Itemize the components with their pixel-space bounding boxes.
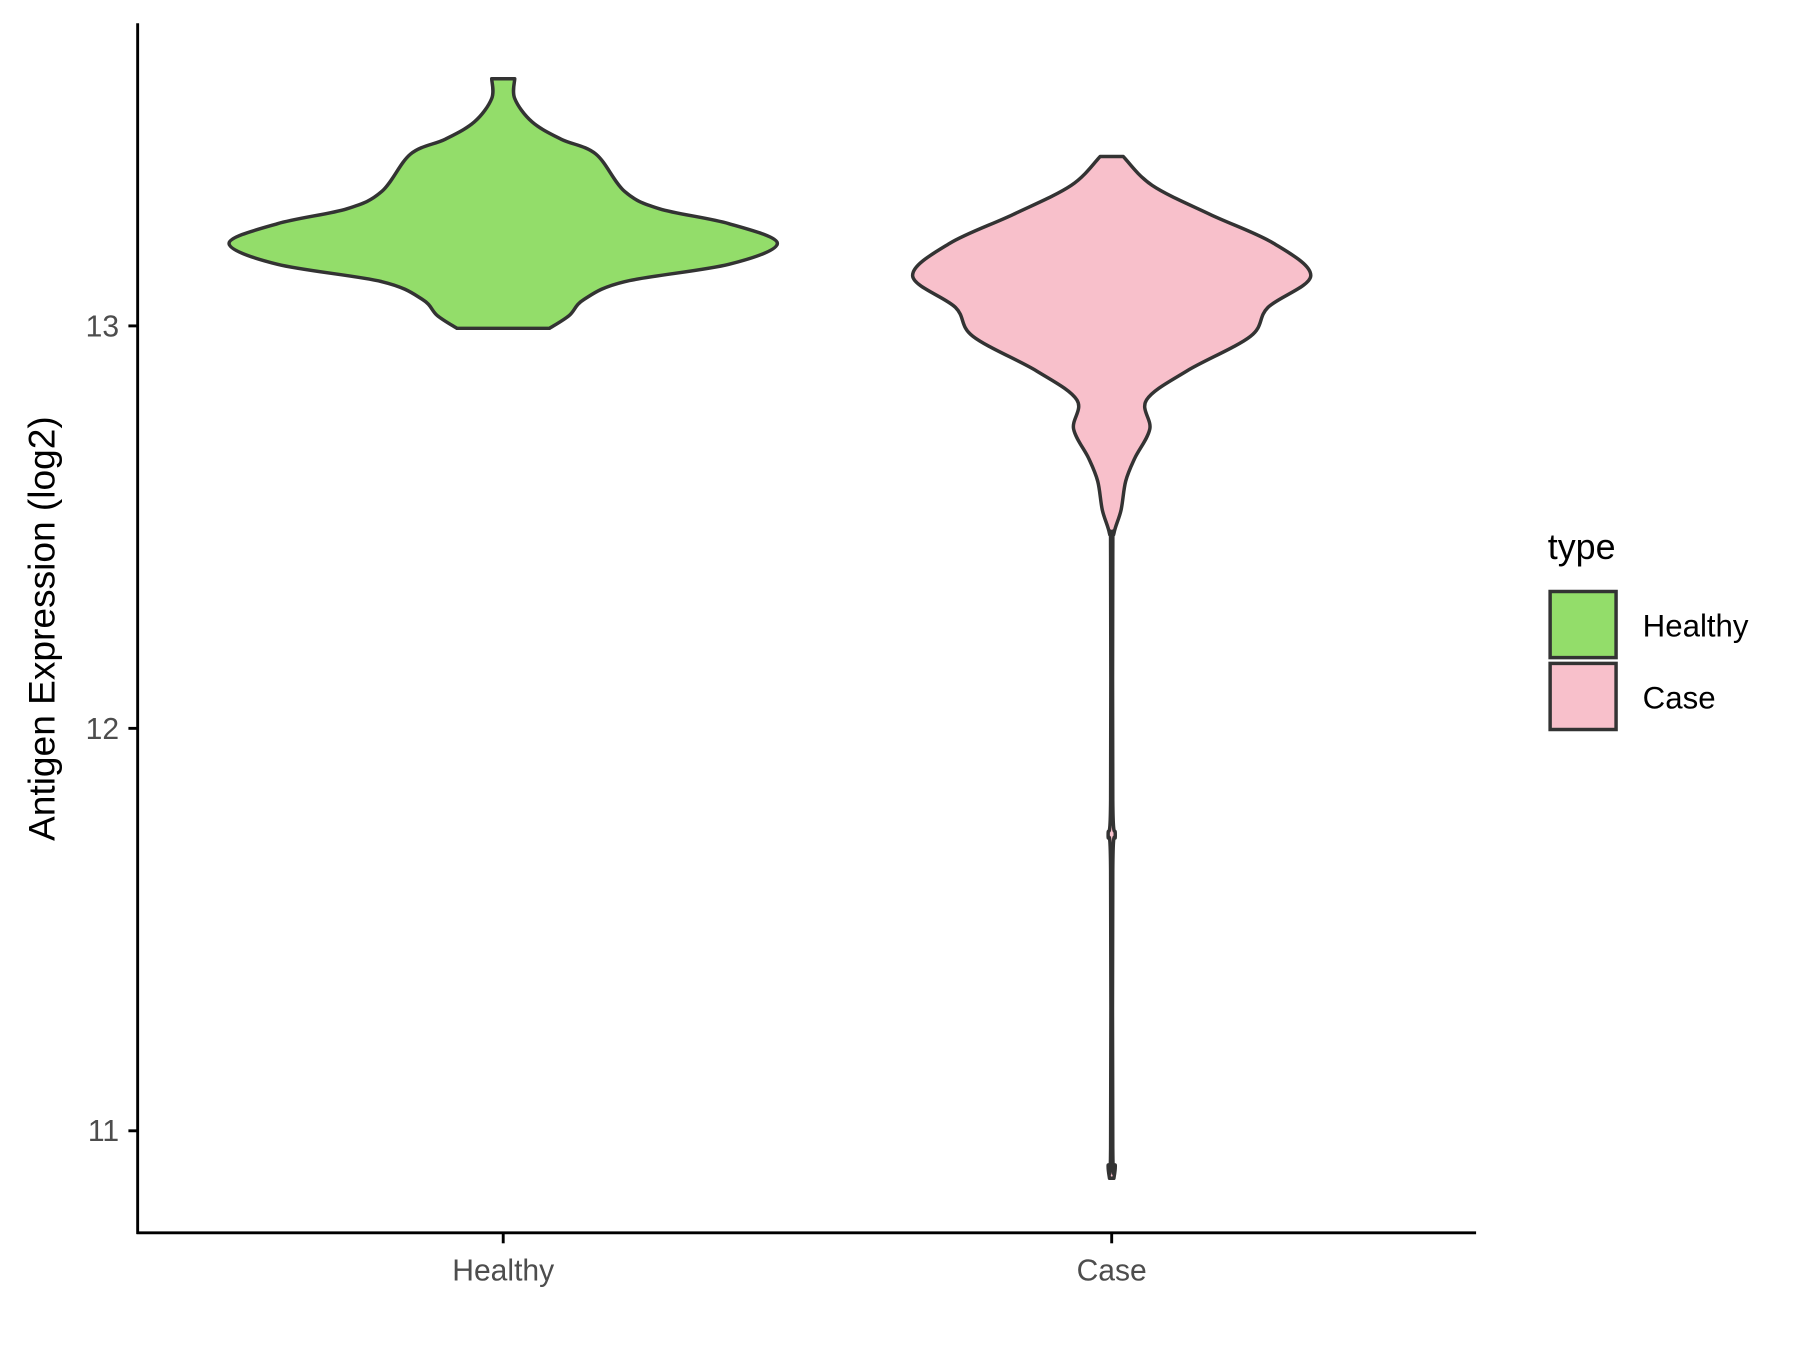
legend-swatch-healthy bbox=[1548, 589, 1618, 660]
x-ticks: Healthy Case bbox=[452, 1232, 1147, 1287]
legend-swatch-case bbox=[1548, 661, 1618, 732]
y-tick-label: 11 bbox=[88, 1115, 119, 1148]
y-ticks: 11 12 13 bbox=[86, 310, 138, 1148]
violin-healthy bbox=[227, 77, 780, 331]
x-tick-label: Healthy bbox=[452, 1254, 554, 1287]
legend-label: Healthy bbox=[1643, 609, 1749, 644]
y-tick-label: 13 bbox=[86, 310, 119, 343]
y-axis-label: Antigen Expression (log2) bbox=[20, 416, 62, 841]
legend-title: type bbox=[1548, 527, 1616, 567]
violin-case bbox=[910, 154, 1313, 1181]
y-tick-label: 12 bbox=[86, 713, 119, 746]
violins bbox=[227, 77, 1313, 1181]
legend: Healthy Case bbox=[1548, 589, 1749, 732]
legend-label: Case bbox=[1643, 681, 1716, 716]
x-tick-label: Case bbox=[1077, 1254, 1147, 1287]
